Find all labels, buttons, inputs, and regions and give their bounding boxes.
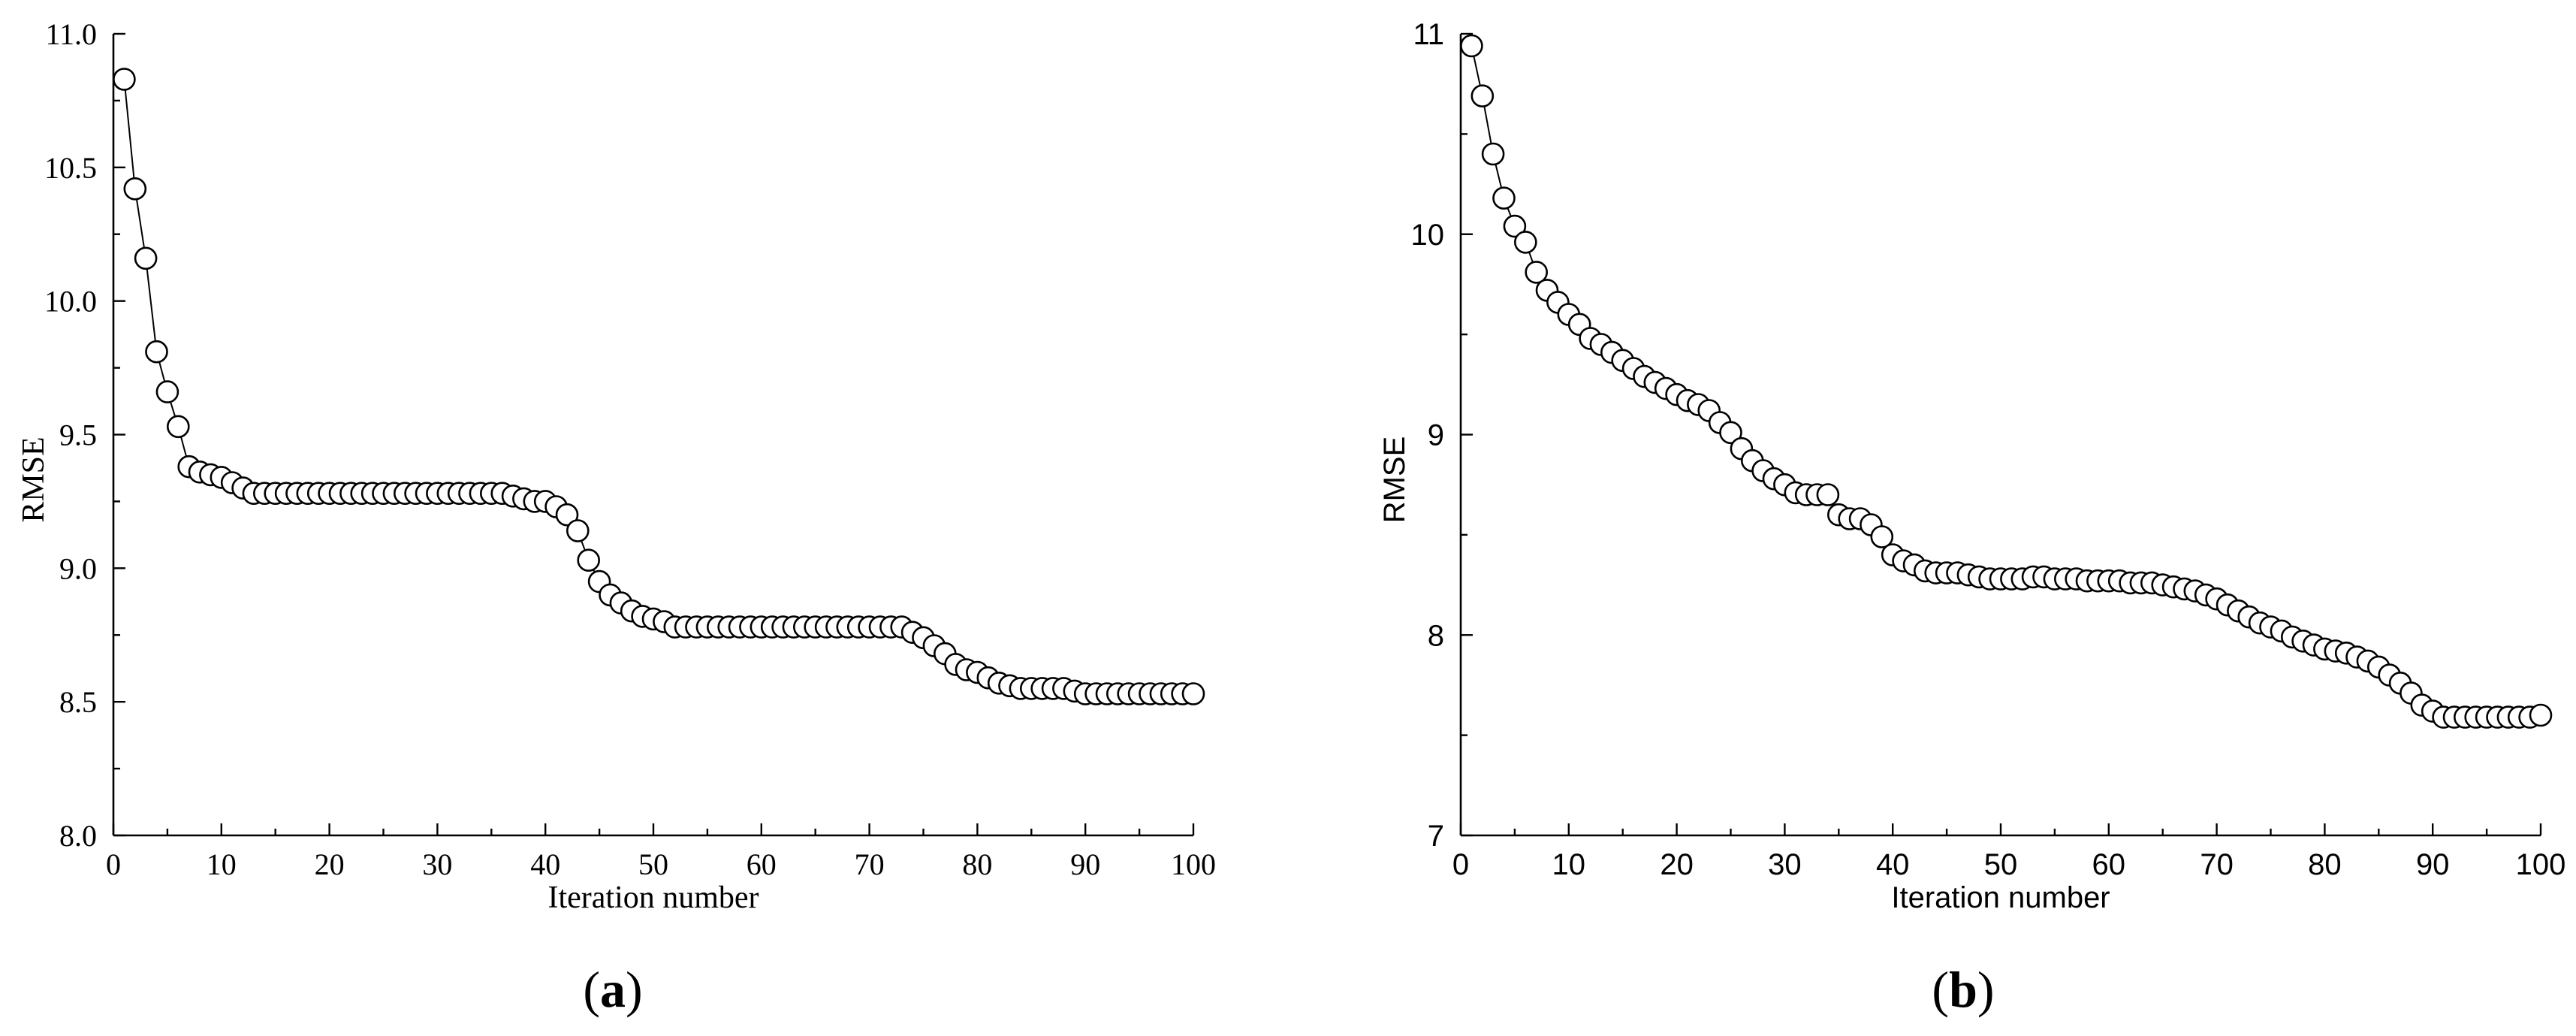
x-tick-label: 40 [1876, 848, 1910, 881]
x-tick-label: 90 [1070, 847, 1100, 881]
data-point [577, 548, 601, 572]
x-tick-label: 100 [1171, 847, 1216, 881]
y-tick-label: 11 [1413, 18, 1444, 51]
y-tick-label: 7 [1428, 820, 1444, 853]
data-point [123, 177, 147, 201]
data-point [134, 246, 158, 270]
x-tick-label: 40 [530, 847, 560, 881]
data-point [1870, 525, 1894, 548]
y-tick-label: 10.5 [44, 151, 97, 185]
panel-label: (b) [1932, 961, 1994, 1018]
data-point [1470, 84, 1495, 107]
y-tick-label: 9.5 [59, 418, 97, 452]
x-tick-label: 80 [2308, 848, 2342, 881]
x-tick-label: 50 [638, 847, 668, 881]
data-point [555, 503, 579, 527]
x-tick-label: 80 [962, 847, 992, 881]
y-tick-label: 8 [1428, 619, 1444, 652]
x-tick-label: 50 [1984, 848, 2018, 881]
x-tick-label: 90 [2416, 848, 2450, 881]
y-axis-title: RMSE [17, 436, 51, 522]
data-point [1503, 214, 1527, 238]
series-line [1470, 45, 2541, 718]
data-point [1719, 421, 1742, 445]
data-point [566, 519, 590, 542]
data-point [1181, 682, 1205, 705]
x-tick-label: 60 [747, 847, 777, 881]
x-tick-label: 20 [1660, 848, 1694, 881]
x-tick-label: 70 [2200, 848, 2234, 881]
x-tick-label: 60 [2092, 848, 2126, 881]
series-line [123, 79, 1193, 695]
data-point [1492, 186, 1516, 210]
x-tick-label: 30 [422, 847, 452, 881]
x-tick-label: 0 [1452, 848, 1469, 881]
chart-panel-a: 0 10 20 30 40 50 60 70 80 90 100 8.0 8.5 9.0 9.5 10.0 10… [17, 17, 1216, 1018]
x-tick-label: 0 [106, 847, 121, 881]
x-axis-title: Iteration number [1891, 881, 2110, 914]
data-point [1525, 261, 1548, 284]
y-tick-label: 10.0 [44, 285, 97, 319]
x-tick-label: 30 [1768, 848, 1802, 881]
data-point [145, 340, 168, 364]
y-tick-label: 8.0 [59, 819, 97, 853]
data-point [1460, 34, 1483, 58]
chart-panel-b: 0 10 20 30 40 50 60 70 80 90 100 7 8 9 10 11 Iteration n… [1378, 18, 2565, 1018]
x-tick-label: 10 [1552, 848, 1586, 881]
y-tick-label: 8.5 [59, 685, 97, 719]
y-tick-label: 9.0 [59, 551, 97, 585]
data-point [155, 380, 179, 403]
x-tick-label: 100 [2516, 848, 2566, 881]
y-tick-label: 11.0 [45, 17, 97, 51]
data-point [1514, 231, 1537, 254]
y-tick-label: 9 [1428, 419, 1444, 452]
data-point [1481, 142, 1505, 166]
x-tick-label: 20 [315, 847, 345, 881]
data-point [1816, 483, 1840, 506]
x-tick-label: 70 [855, 847, 885, 881]
y-tick-label: 10 [1411, 219, 1445, 252]
panel-label: (a) [583, 961, 642, 1018]
x-tick-label: 10 [207, 847, 237, 881]
data-point [113, 68, 136, 91]
data-point [2529, 703, 2553, 727]
data-point [167, 415, 190, 439]
x-axis-title: Iteration number [547, 880, 759, 915]
y-axis-title: RMSE [1378, 436, 1411, 524]
